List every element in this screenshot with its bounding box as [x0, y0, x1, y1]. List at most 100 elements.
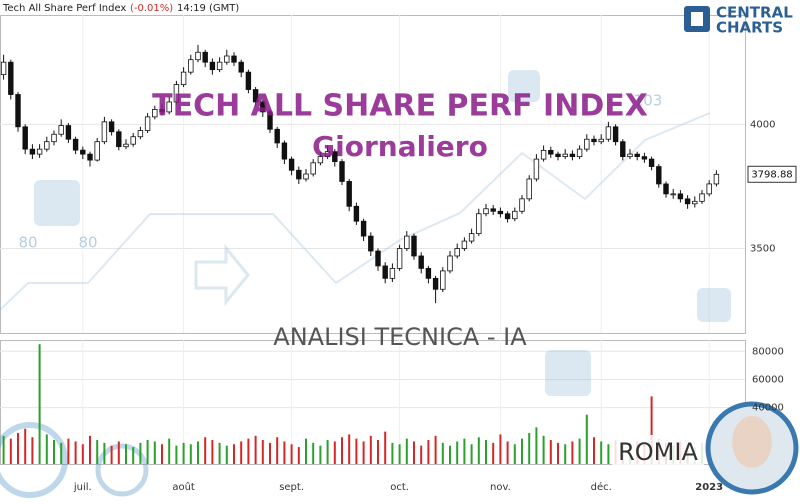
candle-body	[569, 153, 576, 158]
candle-body	[202, 51, 208, 63]
volume-bar	[139, 442, 142, 464]
candle-body	[404, 235, 410, 249]
volume-bar	[2, 435, 5, 464]
candle-body	[598, 138, 604, 143]
volume-bar	[384, 431, 387, 464]
volume-bar	[305, 438, 307, 464]
candle-body	[476, 213, 482, 235]
candle-body	[224, 55, 230, 63]
candle-body	[130, 136, 136, 145]
volume-bar	[362, 441, 365, 464]
candle-body	[15, 94, 21, 128]
last-price-box	[747, 165, 797, 183]
candle-body	[591, 138, 597, 143]
candle-body	[432, 277, 439, 290]
volume-bar	[53, 440, 55, 464]
volume-bar	[607, 444, 610, 464]
volume-bar	[89, 435, 91, 464]
candle-body	[648, 158, 655, 167]
candle-body	[425, 268, 432, 279]
candle-body	[303, 173, 309, 180]
volume-bar	[391, 442, 394, 464]
volume-bar	[470, 444, 473, 464]
volume-bar	[650, 396, 653, 464]
watermark-period: Giornaliero	[312, 130, 488, 163]
volume-bar	[348, 434, 351, 464]
candle-body	[29, 148, 36, 155]
decor-icon	[508, 70, 540, 102]
volume-bar	[420, 445, 423, 464]
candle-body	[382, 265, 388, 279]
candle-body	[663, 183, 669, 195]
volume-bar	[312, 442, 315, 464]
candle-body	[389, 268, 396, 279]
time: 14:19 (GMT)	[177, 3, 239, 14]
last-price-label: 3798.88	[751, 169, 792, 180]
volume-bar	[557, 442, 559, 464]
volume-bar	[261, 440, 264, 464]
volume-bar	[593, 437, 595, 464]
volume-bar	[204, 437, 207, 464]
candle-body	[670, 193, 676, 196]
analysis-label: ANALISI TECNICA - IA	[273, 323, 527, 351]
volume-bar	[585, 414, 588, 464]
watermark-shapes	[0, 70, 731, 498]
volume-bar	[449, 445, 451, 464]
volume-bar	[477, 437, 480, 464]
candle-body	[497, 210, 504, 215]
candle-body	[116, 131, 122, 148]
candle-body	[332, 151, 338, 162]
volume-bar	[441, 442, 444, 464]
logo-icon-inner	[691, 12, 703, 26]
volume-bar	[182, 442, 185, 464]
candle-body	[137, 130, 144, 138]
candle-body	[447, 255, 453, 272]
volume-bar	[283, 441, 286, 464]
candle-body	[692, 200, 698, 205]
candle-body	[267, 111, 273, 130]
candle-body	[656, 166, 662, 185]
candle-body	[360, 220, 367, 237]
faint-label: 103	[634, 92, 663, 110]
candle-body	[540, 149, 547, 160]
volume-bar	[513, 444, 516, 464]
logo-line2: CHARTS	[716, 19, 783, 37]
candle-body	[0, 61, 7, 76]
volume-bar	[333, 441, 336, 464]
candle-body	[274, 128, 280, 144]
candle-body	[8, 61, 14, 95]
volume-bar	[189, 444, 192, 464]
volume-bar	[45, 434, 48, 464]
volume-bar	[254, 435, 257, 464]
volume-bar	[60, 442, 63, 464]
volume-bar	[110, 445, 113, 464]
x-tick-label: 2023	[695, 482, 723, 493]
decor-line	[0, 112, 711, 311]
volume-bar	[161, 444, 163, 464]
candle-body	[483, 208, 489, 215]
volume-bar	[528, 433, 531, 464]
candle-body	[281, 142, 288, 160]
volume-bar	[521, 438, 523, 464]
decor-circle	[95, 443, 149, 497]
candle-body	[65, 125, 72, 140]
candle-body	[152, 109, 158, 118]
volume-bar	[427, 440, 430, 464]
volume-bar	[413, 441, 415, 464]
volume-bar	[506, 441, 509, 464]
candle-body	[123, 143, 129, 148]
candle-body	[166, 101, 172, 113]
candle-body	[440, 270, 446, 290]
candle-body	[72, 138, 79, 151]
candle-body	[346, 181, 352, 207]
candle-body	[504, 213, 511, 220]
volume-bar	[377, 440, 379, 464]
volume-bar	[103, 442, 106, 464]
candle-body	[51, 133, 57, 143]
candle-body	[94, 141, 100, 161]
x-tick-label: août	[172, 481, 195, 493]
candle-body	[706, 183, 712, 195]
candle-body	[699, 193, 705, 202]
volume-bar	[269, 442, 271, 464]
